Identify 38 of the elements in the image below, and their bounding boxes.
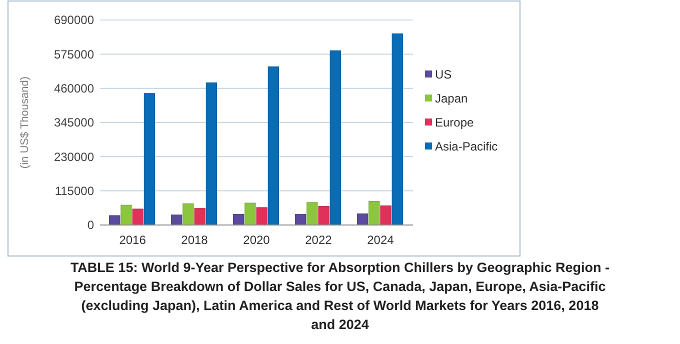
bar [244,202,256,226]
bar [294,214,306,226]
bar [356,213,368,226]
bar [256,207,268,226]
legend-label: US [435,68,452,82]
legend-label: Asia-Pacific [435,140,498,154]
bar [109,215,120,226]
x-tick-label: 2020 [243,233,270,247]
bar [330,50,341,226]
x-tick-label: 2024 [367,233,394,247]
y-tick-label: 460000 [54,82,94,96]
y-tick-label: 115000 [54,184,94,198]
y-tick-label: 230000 [54,150,94,164]
bar [206,82,218,226]
bar [120,204,132,226]
bar [268,66,279,226]
text: TABLE 15: World 9-Year Perspective for Absorption Chillers by Geographic Region - Percentage Breakdown of Dollar Sales for US, Canada, Japan, Europe, Asia-Pacific (excluding Japan), Latin America and Rest of World Markets for Years 2016, 2018 and 2024 [70,260,610,332]
y-tick-label: 0 [87,218,94,232]
bar [194,208,206,226]
bar [182,203,194,226]
x-tick-label: 2022 [305,233,332,247]
bar [132,208,144,226]
bar [171,214,182,226]
bar [368,200,380,226]
legend-label: Europe [435,116,474,130]
y-tick-label: 345000 [54,116,94,130]
y-tick-label: 575000 [54,47,94,62]
x-tick-label: 2018 [181,233,208,247]
bar [233,214,244,226]
legend-label: Japan [435,92,468,106]
bar [306,202,318,226]
x-tick-label: 2016 [119,233,146,247]
bar [318,206,330,226]
bar [380,205,392,226]
y-axis-title: (in US$ Thousand) [19,76,31,169]
bar [144,93,156,226]
y-tick-label: 690000 [54,13,94,28]
bar [392,33,403,226]
